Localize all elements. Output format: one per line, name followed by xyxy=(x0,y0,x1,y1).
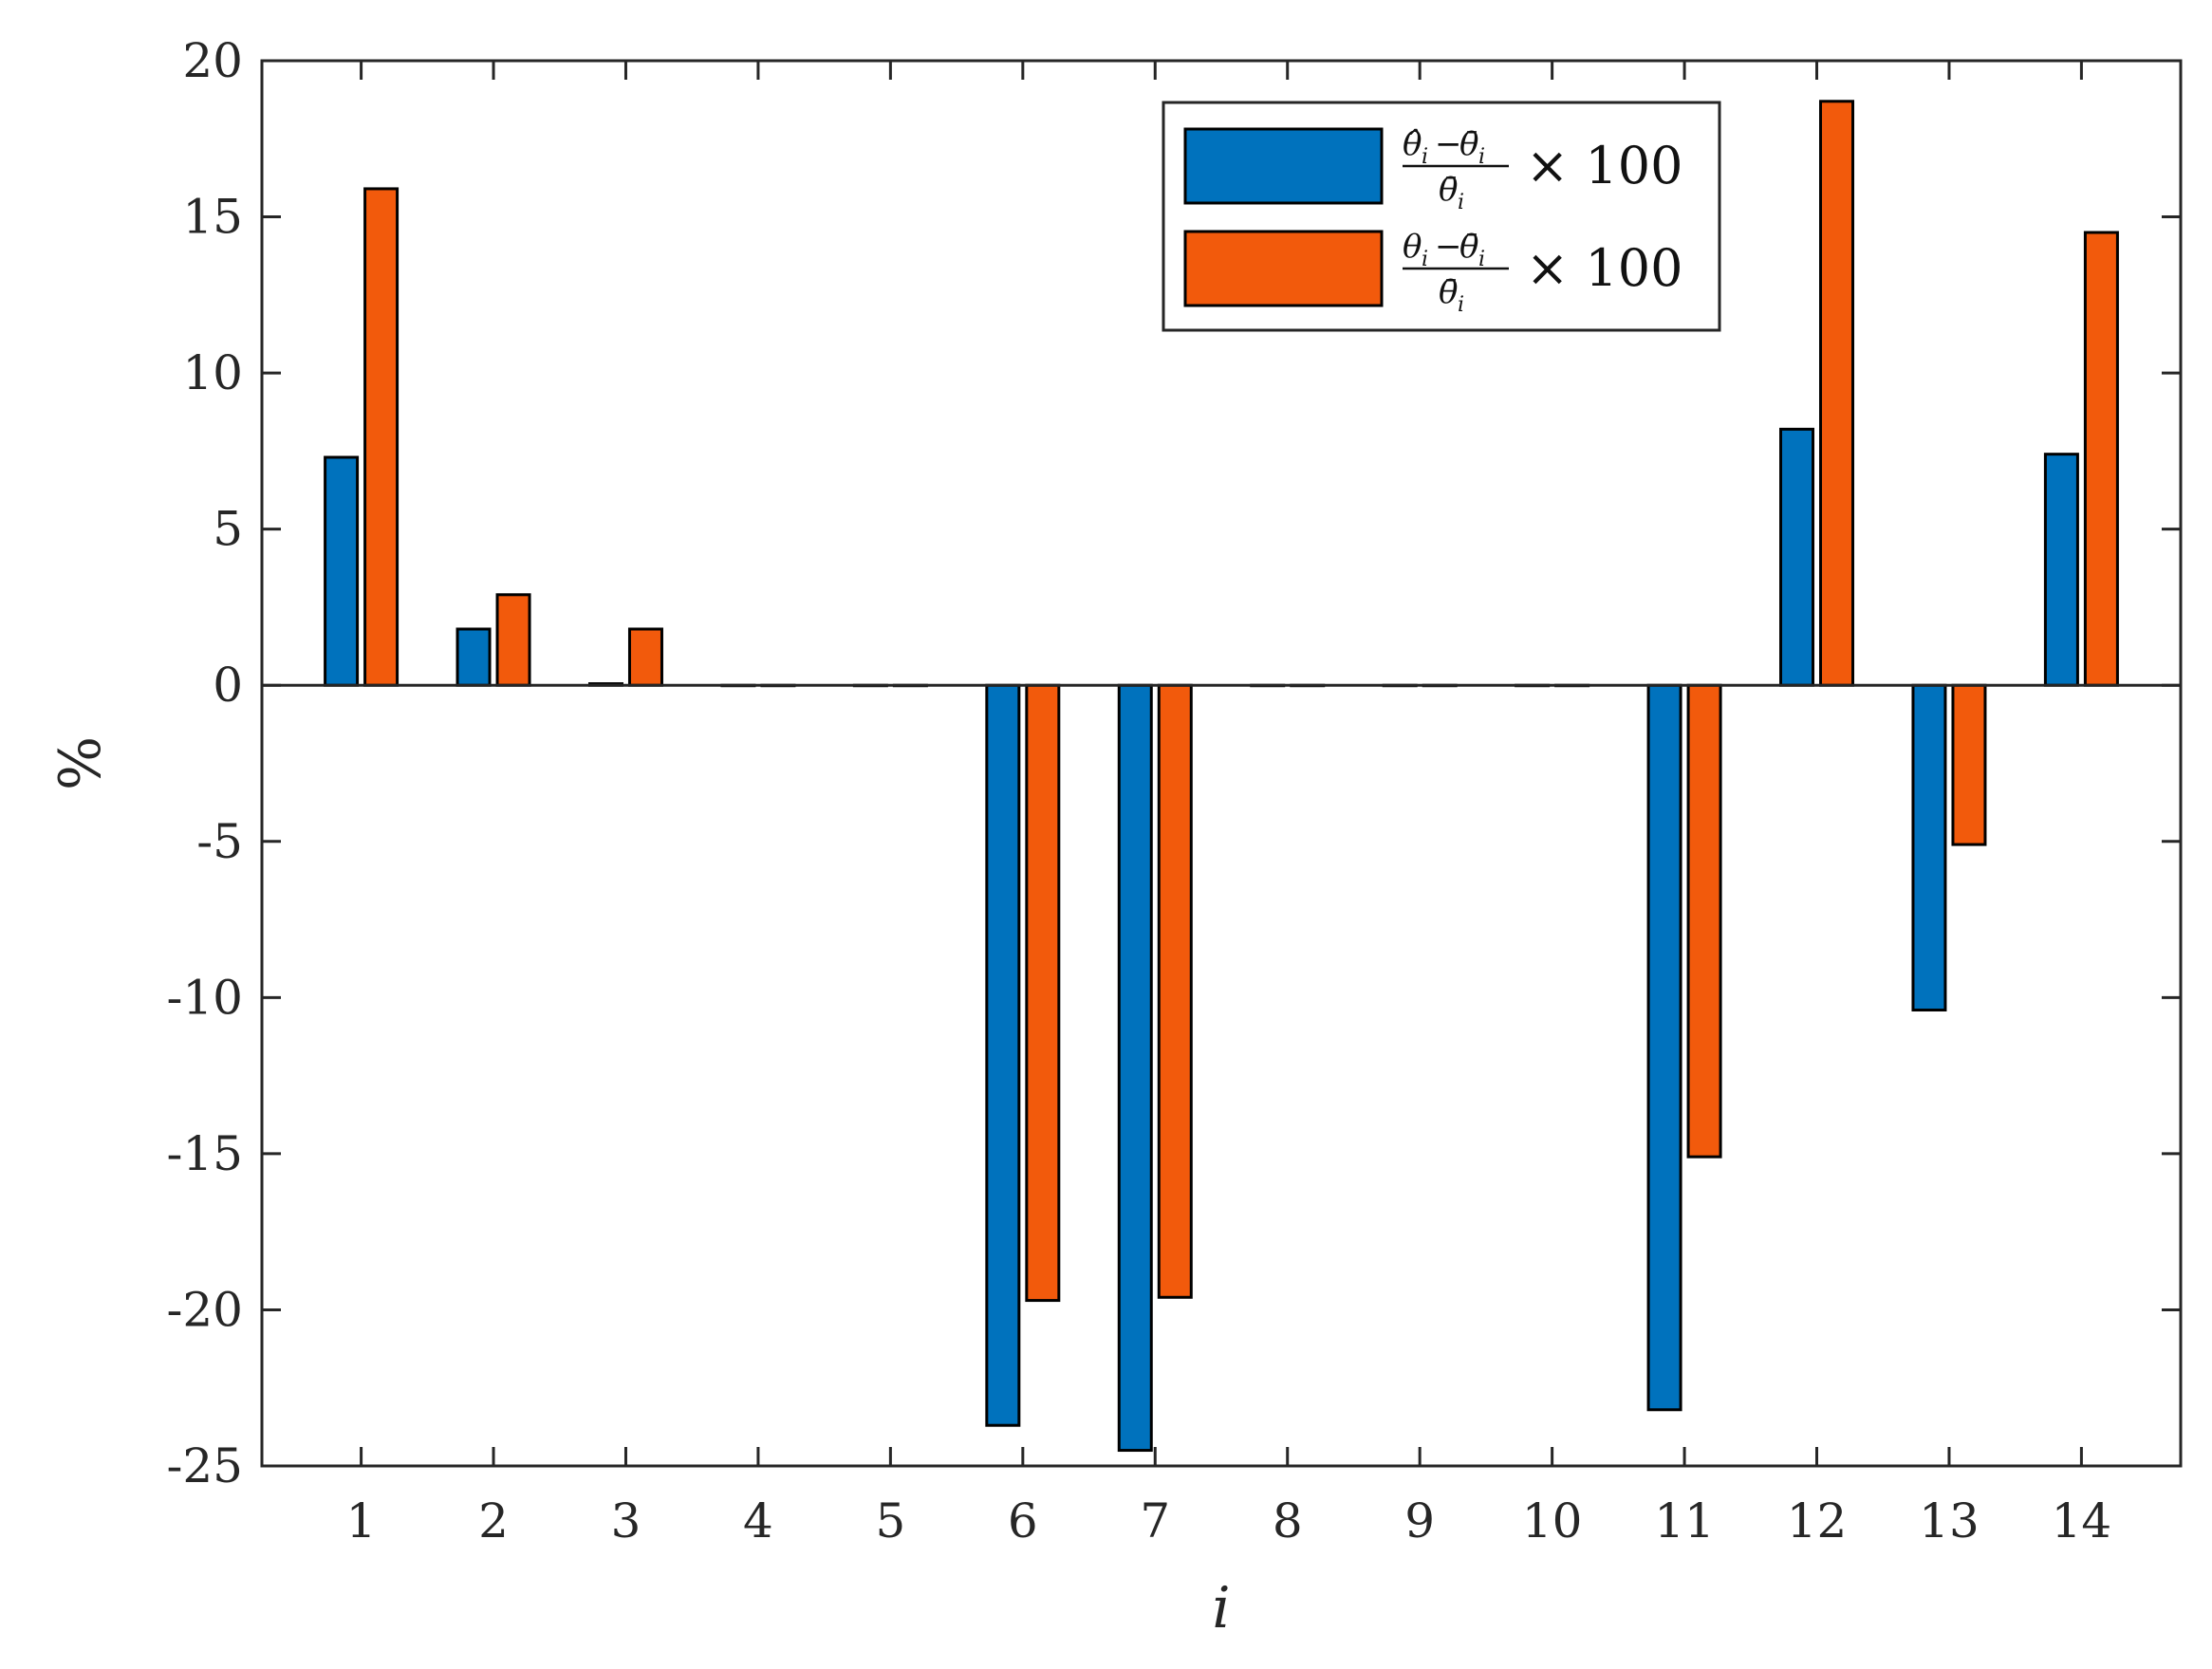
x-tick-label: 13 xyxy=(1919,1493,1980,1548)
legend-subscript: i xyxy=(1478,248,1485,271)
legend-numerator-symbol: θ xyxy=(1403,228,1422,266)
bars-layer xyxy=(324,100,2119,1453)
bar-series2-7 xyxy=(1157,683,1193,1299)
legend-numerator-symbol: θ̂ xyxy=(1403,125,1422,163)
bar-series2-12 xyxy=(1819,100,1855,687)
legend-mean-symbol: θ̄ xyxy=(1459,228,1478,266)
y-tick-label: 15 xyxy=(182,190,243,245)
x-tick-label: 10 xyxy=(1522,1493,1583,1548)
legend-swatch-2 xyxy=(1183,230,1384,307)
y-tick-label: 0 xyxy=(213,658,243,713)
x-tick-label: 12 xyxy=(1787,1493,1848,1548)
legend-subscript: i xyxy=(1422,248,1428,271)
legend-mean-symbol: θ̄ xyxy=(1459,125,1478,163)
bar-series2-3 xyxy=(627,627,663,687)
x-tick-label: 11 xyxy=(1654,1493,1715,1548)
legend-denominator-symbol: θ̄ xyxy=(1439,171,1458,209)
legend-denominator-symbol: θ̄ xyxy=(1439,273,1458,311)
legend-times-100: × 100 xyxy=(1526,136,1682,195)
bar-series2-14 xyxy=(2083,231,2119,687)
bar-series2-1 xyxy=(363,187,400,687)
y-tick-label: -15 xyxy=(166,1126,243,1181)
y-tick-label: -10 xyxy=(166,970,243,1025)
x-tick-label: 4 xyxy=(743,1493,773,1548)
x-tick-label: 1 xyxy=(346,1493,377,1548)
bar-series2-11 xyxy=(1686,683,1722,1159)
x-tick-label: 8 xyxy=(1273,1493,1303,1548)
y-tick-label: 5 xyxy=(213,502,243,557)
legend-subscript: i xyxy=(1458,191,1464,214)
x-tick-label: 9 xyxy=(1404,1493,1435,1548)
bar-series2-6 xyxy=(1025,683,1061,1303)
y-tick-label: -25 xyxy=(166,1438,243,1493)
bar-series1-12 xyxy=(1779,427,1815,687)
y-tick-label: 10 xyxy=(182,345,243,400)
y-tick-label: -5 xyxy=(196,814,243,869)
legend-times-100: × 100 xyxy=(1526,238,1682,298)
bar-series1-13 xyxy=(1911,683,1947,1011)
x-axis: 1 2 3 4 5 6 7 8 9 10 11 12 13 14 xyxy=(346,61,2112,1548)
legend-label-2: θ i −θ̄ iθ̄ i× 100 xyxy=(1403,228,1682,317)
bar-series1-14 xyxy=(2043,453,2079,687)
y-axis-title: % xyxy=(47,736,114,790)
bar-series1-11 xyxy=(1646,683,1682,1412)
y-tick-label: -20 xyxy=(166,1282,243,1337)
bar-series2-13 xyxy=(1951,683,1987,846)
x-tick-label: 5 xyxy=(875,1493,905,1548)
x-tick-label: 7 xyxy=(1140,1493,1170,1548)
x-tick-label: 2 xyxy=(478,1493,509,1548)
x-tick-label: 3 xyxy=(611,1493,641,1548)
plot-frame xyxy=(260,59,2183,1468)
legend-subscript: i xyxy=(1422,145,1428,169)
legend-minus: − xyxy=(1435,125,1462,163)
x-tick-label: 6 xyxy=(1008,1493,1038,1548)
x-tick-label: 14 xyxy=(2052,1493,2112,1548)
legend-subscript: i xyxy=(1478,145,1485,169)
y-tick-label: 20 xyxy=(182,33,243,88)
legend-swatch-1 xyxy=(1183,127,1384,205)
bar-series1-2 xyxy=(455,627,492,687)
legend-minus: − xyxy=(1435,228,1462,266)
bar-series1-6 xyxy=(985,683,1021,1427)
bar-series2-2 xyxy=(495,593,531,687)
bar-series1-7 xyxy=(1117,683,1153,1453)
legend-subscript: i xyxy=(1458,293,1464,317)
bar-series1-1 xyxy=(324,455,360,687)
y-axis: -25 -20 -15 -10 -5 0 5 10 15 20 xyxy=(166,33,2181,1493)
legend-label-1: θ̂ i −θ̄ iθ̄ i× 100 xyxy=(1403,125,1682,214)
x-axis-title: i xyxy=(1212,1575,1230,1641)
